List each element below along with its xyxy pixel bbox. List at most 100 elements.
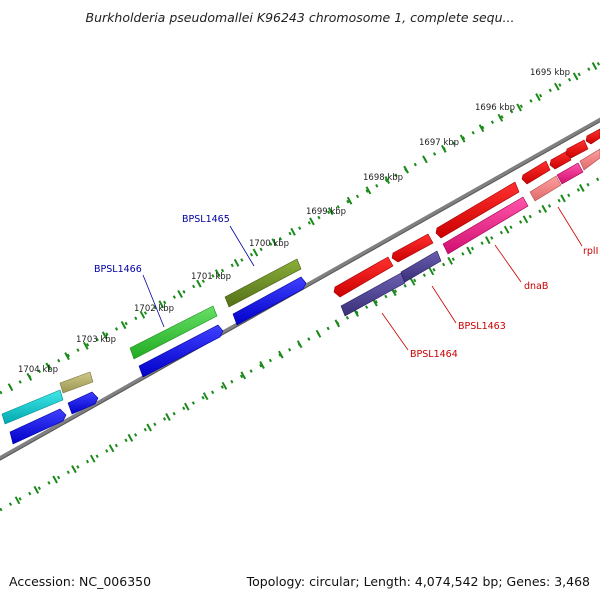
ruler-tick <box>541 204 548 213</box>
ruler-label: 1695 kbp <box>530 68 570 78</box>
ruler-tick <box>315 329 322 338</box>
ruler-tick <box>428 267 435 276</box>
ruler-tick <box>346 196 353 205</box>
gene-label-bpsl1463[interactable]: BPSL1463 <box>458 321 506 332</box>
ruler-tick <box>466 246 472 255</box>
ruler-label: 1702 kbp <box>134 304 174 314</box>
gene-label-rpli[interactable]: rplI <box>583 246 598 257</box>
ruler-tick <box>196 279 202 288</box>
cds-feature-purple-1[interactable] <box>340 272 406 317</box>
ruler-tick <box>33 485 40 494</box>
gene-label-bpsl1466[interactable]: BPSL1466 <box>94 264 142 275</box>
ruler-tick <box>233 258 240 267</box>
cds-feature-bpsl1465[interactable] <box>224 258 302 308</box>
cds-feature-red-7[interactable] <box>585 128 600 145</box>
ruler-tick <box>447 256 453 265</box>
ruler-tick <box>14 496 21 505</box>
cds-feature-red-4[interactable] <box>521 160 551 185</box>
ruler-label: 1704 kbp <box>18 365 58 375</box>
cds-feature-bpsl1464-red[interactable] <box>333 256 394 298</box>
backbone-shade <box>0 121 600 461</box>
cds-feature-pink-1[interactable] <box>442 196 529 255</box>
ruler-tick <box>535 93 541 102</box>
ruler-label: 1696 kbp <box>475 103 515 113</box>
ruler-tick <box>177 290 183 298</box>
cds-feature-bpsl1466[interactable] <box>129 305 218 360</box>
ruler-tick <box>52 475 58 484</box>
cds-feature-red-5[interactable] <box>549 150 572 170</box>
ruler-tick <box>441 144 447 153</box>
ruler-tick <box>478 124 485 133</box>
ruler-tick <box>64 352 70 361</box>
cds-feature-blue-2[interactable] <box>67 391 99 415</box>
cds-feature-red-6[interactable] <box>565 139 589 159</box>
ruler-tick <box>108 444 115 453</box>
accession-text: Accession: NC_006350 <box>9 574 152 589</box>
ruler-label: 1698 kbp <box>363 173 403 183</box>
ruler-tick <box>459 134 466 143</box>
ruler-tick <box>89 454 96 463</box>
cds-feature-salmon-1[interactable] <box>529 175 562 202</box>
ruler-tick <box>45 362 51 371</box>
ruler-tick <box>422 155 428 164</box>
ruler-tick <box>503 225 510 234</box>
ruler-tick <box>221 381 228 390</box>
ruler-tick <box>327 207 334 216</box>
ruler-tick <box>365 186 372 195</box>
map-title: Burkholderia pseudomallei K96243 chromos… <box>86 10 515 25</box>
outer-ruler-dots <box>0 61 600 395</box>
topology-text: Topology: circular; Length: 4,074,542 bp… <box>246 574 590 589</box>
ruler-label: 1701 kbp <box>191 272 231 282</box>
gene-label-bpsl1465[interactable]: BPSL1465 <box>182 214 230 225</box>
ruler-tick <box>83 341 89 350</box>
ruler-tick <box>296 340 303 349</box>
ruler-tick <box>259 361 265 369</box>
ruler-tick <box>334 319 341 328</box>
lower-feature-track <box>9 148 600 445</box>
ruler-tick <box>522 215 529 224</box>
ruler-tick <box>278 350 284 359</box>
cds-feature-khaki[interactable] <box>59 371 94 394</box>
ruler-tick <box>309 217 315 226</box>
cds-feature-blue-4[interactable] <box>232 276 307 326</box>
ruler-tick <box>165 413 171 421</box>
ruler-tick <box>579 184 585 192</box>
cds-feature-cyan[interactable] <box>1 389 64 425</box>
ruler-tick <box>240 371 247 380</box>
ruler-tick <box>409 277 416 286</box>
cds-feature-pink-2[interactable] <box>556 162 584 185</box>
callout-lines <box>142 206 583 351</box>
cds-feature-salmon-2[interactable] <box>579 148 600 171</box>
ruler-tick <box>572 72 579 81</box>
ruler-tick <box>271 238 278 247</box>
cds-feature-purple-2[interactable] <box>400 250 442 283</box>
cds-feature-bpsl1463-red[interactable] <box>391 233 434 263</box>
ruler-tick <box>591 62 598 70</box>
ruler-tick <box>403 165 409 174</box>
ruler-tick <box>497 113 504 122</box>
ruler-tick <box>120 321 127 330</box>
ruler-tick <box>202 392 209 401</box>
ruler-tick <box>71 465 77 474</box>
cds-feature-blue-1[interactable] <box>9 408 67 445</box>
ruler-tick <box>516 103 522 112</box>
ruler-tick <box>7 383 14 392</box>
ruler-tick <box>252 248 259 257</box>
inner-major-ticks <box>14 184 585 505</box>
outer-major-ticks <box>7 62 598 392</box>
ruler-tick <box>26 372 33 381</box>
ruler-labels: 1695 kbp 1696 kbp 1697 kbp 1698 kbp 1699… <box>18 68 570 375</box>
gene-label-dnab[interactable]: dnaB <box>524 281 548 292</box>
ruler-tick <box>554 82 560 91</box>
ruler-tick <box>485 236 491 245</box>
cds-feature-dnab-red[interactable] <box>435 181 520 239</box>
ruler-label: 1703 kbp <box>76 335 116 345</box>
ruler-tick <box>214 269 221 278</box>
ruler-tick <box>290 227 296 236</box>
ruler-tick <box>184 402 190 411</box>
cds-feature-blue-3[interactable] <box>138 324 224 378</box>
ruler-tick <box>158 300 165 309</box>
gene-label-bpsl1464[interactable]: BPSL1464 <box>410 349 458 360</box>
ruler-tick <box>139 310 146 319</box>
